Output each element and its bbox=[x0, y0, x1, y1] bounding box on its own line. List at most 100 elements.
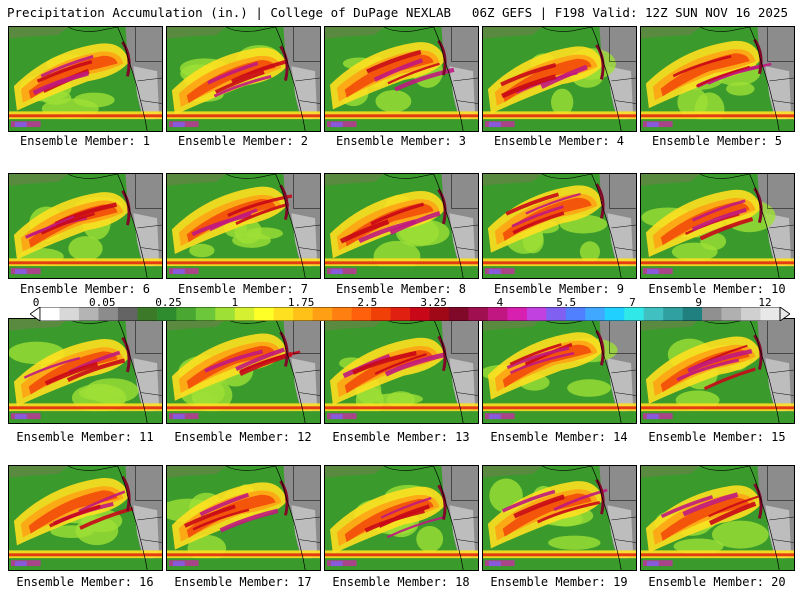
colorbar-swatch bbox=[585, 307, 606, 321]
colorbar-swatch bbox=[332, 307, 352, 321]
colorbar-swatch bbox=[526, 307, 547, 321]
ensemble-panel bbox=[324, 26, 479, 132]
precip-map bbox=[167, 466, 320, 570]
ensemble-panel bbox=[324, 318, 479, 424]
run-info: 06Z GEFS | F198 Valid: 12Z SUN NOV 16 20… bbox=[471, 5, 788, 20]
colorbar-swatch bbox=[507, 307, 528, 321]
panel-label: Ensemble Member: 16 bbox=[16, 575, 154, 589]
colorbar-swatch bbox=[741, 307, 761, 321]
colorbar-swatch bbox=[312, 307, 333, 321]
colorbar-swatch bbox=[195, 307, 216, 321]
colorbar-tick-label: 0.05 bbox=[89, 296, 116, 309]
precip-map bbox=[641, 27, 794, 131]
colorbar-swatch bbox=[137, 307, 158, 321]
ensemble-panel bbox=[482, 465, 637, 571]
colorbar-swatch bbox=[429, 307, 450, 321]
colorbar-swatch bbox=[273, 307, 294, 321]
panel-label: Ensemble Member: 8 bbox=[335, 282, 467, 296]
colorbar-swatch bbox=[78, 307, 99, 321]
colorbar-tick-label: 2.5 bbox=[357, 296, 378, 309]
colorbar-swatch bbox=[390, 307, 411, 321]
colorbar-swatch bbox=[682, 307, 703, 321]
colorbar-swatch bbox=[702, 307, 722, 321]
panel-label: Ensemble Member: 10 bbox=[648, 282, 786, 296]
colorbar-swatch bbox=[760, 307, 781, 321]
colorbar-swatch bbox=[215, 307, 236, 321]
precip-map bbox=[641, 466, 794, 570]
colorbar-tick-label: 12 bbox=[758, 296, 772, 309]
panel-label: Ensemble Member: 14 bbox=[490, 430, 628, 444]
ensemble-panel bbox=[166, 318, 321, 424]
panel-label: Ensemble Member: 1 bbox=[19, 134, 151, 148]
colorbar-max-arrow bbox=[779, 307, 790, 321]
precip-map bbox=[641, 319, 794, 423]
panel-label: Ensemble Member: 17 bbox=[174, 575, 312, 589]
ensemble-panel bbox=[324, 173, 479, 279]
colorbar-swatch bbox=[663, 307, 683, 321]
colorbar-swatch bbox=[98, 307, 119, 321]
colorbar-swatch bbox=[624, 307, 644, 321]
precip-map bbox=[483, 319, 636, 423]
map-title: Precipitation Accumulation (in.) | Colle… bbox=[7, 5, 452, 20]
colorbar-swatch bbox=[117, 307, 138, 321]
panel-label: Ensemble Member: 7 bbox=[177, 282, 309, 296]
panel-label: Ensemble Member: 12 bbox=[174, 430, 312, 444]
ensemble-panel bbox=[8, 26, 163, 132]
ensemble-panel bbox=[640, 465, 795, 571]
ensemble-panel bbox=[166, 26, 321, 132]
colorbar-swatch bbox=[410, 307, 430, 321]
colorbar-tick-label: 9 bbox=[695, 296, 703, 309]
colorbar-min-arrow bbox=[30, 307, 41, 321]
ensemble-panel bbox=[166, 173, 321, 279]
ensemble-panel bbox=[166, 465, 321, 571]
panel-label: Ensemble Member: 3 bbox=[335, 134, 467, 148]
ensemble-panel bbox=[324, 465, 479, 571]
ensemble-panel bbox=[640, 173, 795, 279]
ensemble-panel bbox=[8, 173, 163, 279]
colorbar-swatch bbox=[371, 307, 391, 321]
precip-map bbox=[167, 174, 320, 278]
colorbar-swatch bbox=[254, 307, 274, 321]
colorbar-tick-label: 0 bbox=[32, 296, 40, 309]
colorbar-swatch bbox=[643, 307, 664, 321]
panel-label: Ensemble Member: 5 bbox=[651, 134, 783, 148]
colorbar-tick-label: 5.5 bbox=[556, 296, 577, 309]
colorbar-swatch bbox=[234, 307, 255, 321]
panel-label: Ensemble Member: 2 bbox=[177, 134, 309, 148]
panel-label: Ensemble Member: 15 bbox=[648, 430, 786, 444]
precip-map bbox=[325, 319, 478, 423]
colorbar-tick-label: 0.25 bbox=[155, 296, 182, 309]
colorbar-swatch bbox=[351, 307, 372, 321]
colorbar-swatch bbox=[468, 307, 489, 321]
colorbar-swatch bbox=[565, 307, 586, 321]
colorbar-swatch bbox=[448, 307, 469, 321]
precip-colorbar bbox=[30, 307, 790, 321]
colorbar-swatch bbox=[176, 307, 197, 321]
colorbar-tick-label: 7 bbox=[629, 296, 636, 309]
precip-map bbox=[641, 174, 794, 278]
panel-label: Ensemble Member: 20 bbox=[648, 575, 786, 589]
ensemble-panel bbox=[8, 465, 163, 571]
colorbar-tick-label: 1.75 bbox=[287, 296, 315, 309]
ensemble-panel bbox=[482, 173, 637, 279]
panel-label: Ensemble Member: 9 bbox=[493, 282, 625, 296]
ensemble-panel bbox=[482, 318, 637, 424]
colorbar-frame bbox=[39, 307, 781, 321]
ensemble-panel bbox=[640, 318, 795, 424]
colorbar-swatch bbox=[156, 307, 177, 321]
ensemble-panel bbox=[482, 26, 637, 132]
colorbar-swatch bbox=[293, 307, 313, 321]
colorbar-tick-label: 3.25 bbox=[420, 296, 447, 309]
precip-map bbox=[325, 27, 478, 131]
panel-label: Ensemble Member: 6 bbox=[19, 282, 151, 296]
panel-label: Ensemble Member: 11 bbox=[16, 430, 154, 444]
precip-map bbox=[9, 27, 162, 131]
ensemble-panel bbox=[8, 318, 163, 424]
colorbar-tick-label: 4 bbox=[496, 296, 504, 309]
panel-label: Ensemble Member: 19 bbox=[490, 575, 628, 589]
panel-label: Ensemble Member: 18 bbox=[332, 575, 470, 589]
panel-label: Ensemble Member: 4 bbox=[493, 134, 625, 148]
colorbar-swatch bbox=[721, 307, 742, 321]
colorbar-tick-label: 1 bbox=[231, 296, 239, 309]
precip-map bbox=[9, 319, 162, 423]
